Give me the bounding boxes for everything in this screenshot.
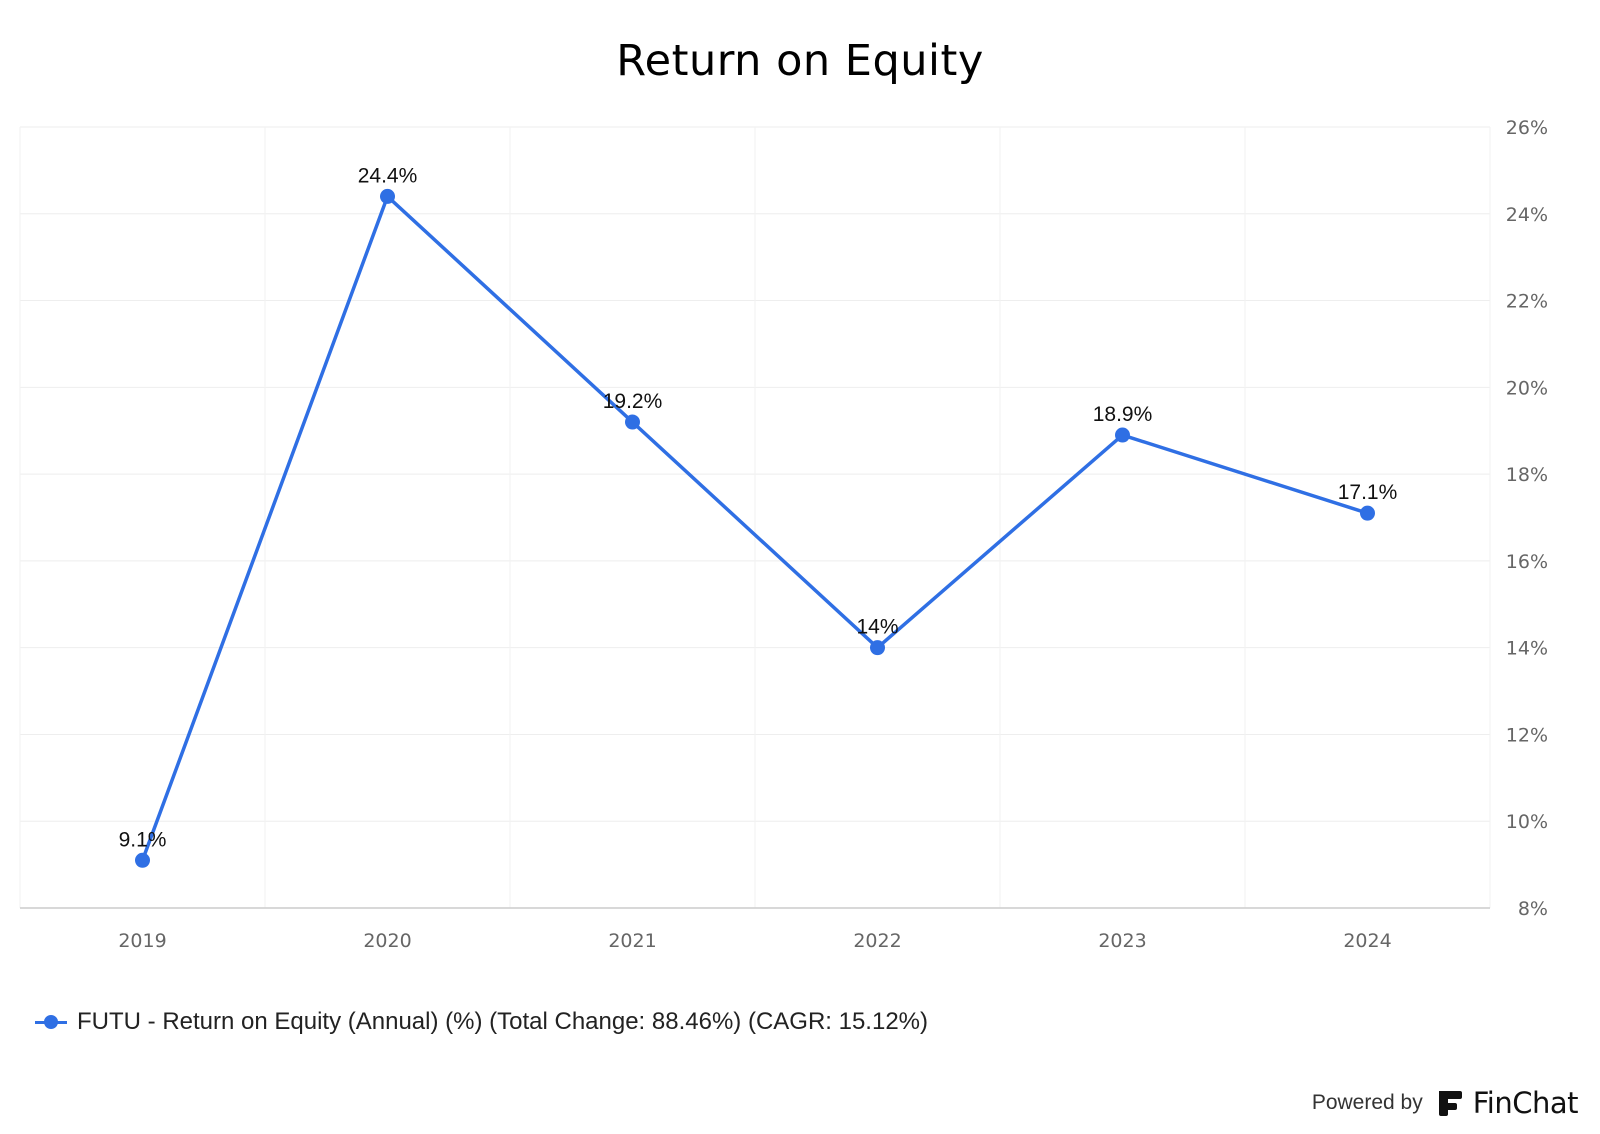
data-label: 9.1%: [119, 828, 167, 851]
axes: 8% 10% 12% 14% 16% 18% 20% 22% 24% 26% 2019 2020 202…: [20, 117, 1548, 952]
x-tick-label: 2024: [1343, 930, 1391, 952]
grid: [19, 126, 1491, 908]
series-line: [140, 194, 1369, 861]
data-labels: 9.1% 24.4% 19.2% 14% 18.9% 17.1%: [119, 164, 1398, 851]
data-point: [1115, 427, 1130, 443]
line-chart: 8% 10% 12% 14% 16% 18% 20% 22% 24% 26% 2019 2020 202…: [19, 117, 1548, 952]
data-label: 14%: [856, 616, 898, 639]
brand-name: FinChat: [1472, 1086, 1579, 1120]
chart-title: Return on Equity: [616, 36, 984, 86]
data-label: 18.9%: [1093, 403, 1153, 426]
x-tick-label: 2022: [853, 930, 901, 952]
y-tick-label: 26%: [1506, 117, 1548, 139]
data-point: [135, 852, 150, 868]
y-tick-label: 8%: [1518, 898, 1548, 920]
y-tick-label: 16%: [1506, 551, 1548, 573]
data-label: 17.1%: [1338, 481, 1398, 504]
y-tick-label: 14%: [1506, 638, 1548, 660]
finchat-logo-icon: [1438, 1091, 1462, 1116]
data-point: [1360, 505, 1375, 521]
y-tick-label: 20%: [1506, 377, 1548, 399]
x-tick-label: 2020: [363, 930, 411, 952]
legend-swatch-icon: [35, 1012, 67, 1032]
powered-by-text: Powered by: [1311, 1091, 1423, 1114]
data-point: [625, 414, 640, 430]
data-label: 24.4%: [358, 164, 418, 187]
x-tick-label: 2021: [608, 930, 656, 952]
powered-by-badge[interactable]: Powered by FinChat: [1311, 1086, 1579, 1120]
legend-label: FUTU - Return on Equity (Annual) (%) (To…: [77, 1008, 929, 1035]
x-tick-label: 2023: [1098, 930, 1146, 952]
data-label: 19.2%: [603, 390, 663, 413]
series: [135, 188, 1375, 868]
y-tick-label: 10%: [1506, 811, 1548, 833]
y-tick-label: 24%: [1506, 204, 1548, 226]
y-tick-label: 12%: [1506, 724, 1548, 746]
data-point: [380, 188, 395, 204]
data-point: [870, 640, 885, 656]
x-tick-label: 2019: [118, 930, 166, 952]
chart-legend[interactable]: FUTU - Return on Equity (Annual) (%) (To…: [35, 1004, 928, 1040]
y-tick-label: 22%: [1506, 291, 1548, 313]
y-tick-label: 18%: [1506, 464, 1548, 486]
